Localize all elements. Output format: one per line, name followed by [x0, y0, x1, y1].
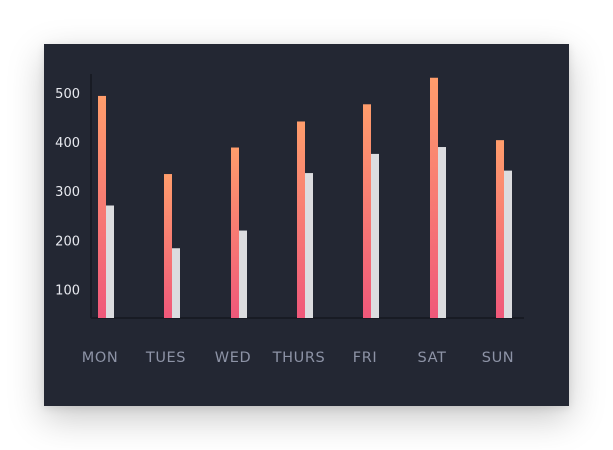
- bar-chart: 100 200 300 400 500 MON TUES WED THURS FRI SAT SUN: [44, 44, 569, 406]
- x-tick-label-mon: MON: [82, 350, 119, 366]
- bar-series-2-wed: [239, 231, 247, 318]
- y-tick-label: 500: [55, 87, 80, 102]
- y-tick-label: 400: [55, 136, 80, 151]
- x-tick-label-sun: SUN: [482, 350, 514, 366]
- bar-series-1-mon: [98, 96, 106, 318]
- bar-series-2-mon: [106, 205, 114, 318]
- bar-series-2-sun: [504, 171, 512, 318]
- x-tick-label-sat: SAT: [418, 350, 447, 366]
- x-tick-label-tues: TUES: [145, 350, 186, 366]
- x-axis-ticks: MON TUES WED THURS FRI SAT SUN: [82, 350, 515, 366]
- y-axis-ticks: 100 200 300 400 500: [55, 87, 80, 299]
- bar-series-2-sat: [438, 147, 446, 318]
- bar-series-1-sun: [496, 140, 504, 318]
- bar-series-1-sat: [430, 78, 438, 318]
- bars: [98, 78, 512, 318]
- bar-series-1-thurs: [297, 121, 305, 318]
- bar-series-2-fri: [371, 154, 379, 318]
- bar-series-2-thurs: [305, 173, 313, 318]
- y-tick-label: 100: [55, 283, 80, 298]
- y-tick-label: 200: [55, 234, 80, 249]
- x-tick-label-wed: WED: [215, 350, 251, 366]
- bar-series-1-tues: [164, 174, 172, 318]
- chart-card: 100 200 300 400 500 MON TUES WED THURS FRI SAT SUN: [44, 44, 569, 406]
- bar-series-1-fri: [363, 104, 371, 318]
- x-tick-label-thurs: THURS: [272, 350, 326, 366]
- bar-series-1-wed: [231, 148, 239, 318]
- bar-series-2-tues: [172, 248, 180, 318]
- x-tick-label-fri: FRI: [353, 350, 378, 366]
- y-tick-label: 300: [55, 185, 80, 200]
